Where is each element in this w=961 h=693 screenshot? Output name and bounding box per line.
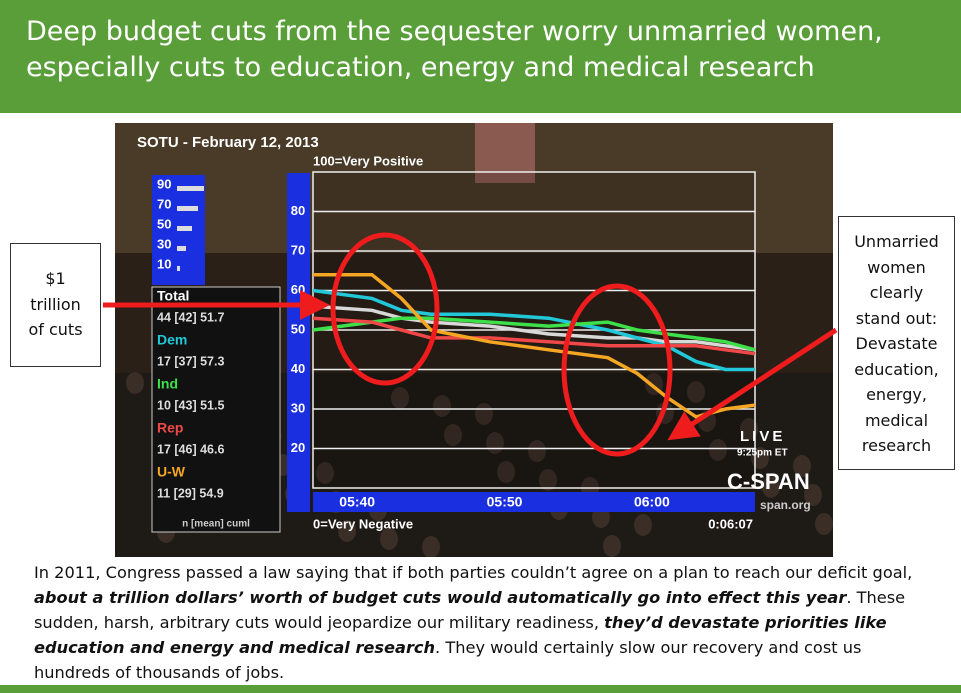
legend-name: U-W [157,464,186,480]
scale-bar [177,206,198,211]
y-tick-label: 60 [291,282,305,297]
scene [433,395,451,417]
scene [634,514,652,536]
callout-line: medical [864,410,929,430]
scale-label: 70 [157,196,171,211]
callout-line: stand out: [855,308,938,328]
scene [815,513,833,535]
legend-stats: 17 [37] 57.3 [157,354,224,368]
time-bar [313,492,755,512]
callout-line: energy, [866,385,927,404]
scale-label: 10 [157,256,171,271]
callout-line: $1 [45,269,66,288]
x-tick-label: 06:00 [634,494,670,510]
network-site: span.org [760,498,811,512]
emphasis-text: about a trillion dollars’ worth of budge… [34,588,847,607]
callout-line: of cuts [28,320,83,339]
live-badge: LIVE [740,428,785,445]
callout-line: trillion [30,294,81,314]
scene [380,528,398,550]
caption: SOTU - February 12, 2013 [137,134,319,151]
right-callout: Unmarried women clearly stand out: Devastate… [838,216,955,470]
scale-bar [177,186,204,191]
legend-stats: 44 [42] 51.7 [157,310,224,324]
scale-bottom-label: 0=Very Negative [313,516,413,531]
legend-stats: 17 [46] 46.6 [157,442,224,456]
legend-name: Dem [157,332,187,348]
y-tick-label: 50 [291,321,305,336]
scene [709,439,727,461]
y-tick-label: 70 [291,242,305,257]
callout-line: Devastate [855,334,938,353]
title-line: Deep budget cuts from the sequester worr… [26,16,883,47]
footer-bar [0,685,961,693]
live-time: 9:25pm ET [737,448,788,459]
emphasis-text: they’d devastate priorities like educati… [34,613,887,657]
scene [793,455,811,477]
y-tick-label: 40 [291,361,305,376]
scene [444,424,462,446]
scene [316,462,334,484]
legend-stats: 10 [43] 51.5 [157,398,224,412]
legend-name: Rep [157,420,183,436]
y-tick-label: 80 [291,203,305,218]
legend-footer: n [mean] cuml [182,519,250,530]
scale-label: 90 [157,176,171,191]
timecode: 0:06:07 [708,516,753,531]
network-logo: C-SPAN [727,469,810,494]
scene [115,123,833,253]
scene [762,476,780,498]
video-frame: SOTU - February 12, 2013 100=Very Positiv… [115,123,833,557]
scale-bar [177,246,186,251]
x-tick-label: 05:40 [339,494,375,510]
scale-top-label: 100=Very Positive [313,153,423,168]
axis-column [287,173,310,512]
title-line: especially cuts to education, energy and… [26,52,815,83]
scale-bar [177,226,192,231]
scene [497,461,515,483]
scene [603,535,621,557]
scale-label: 50 [157,216,171,231]
scale-bar [177,266,180,271]
scene [475,123,535,183]
legend-panel [151,286,281,533]
scene [528,440,546,462]
y-tick-label: 30 [291,400,305,415]
scale-label: 30 [157,236,171,251]
scene [126,372,144,394]
scene [338,520,356,542]
left-callout: $1 trillion of cuts [10,243,101,367]
scene [391,387,409,409]
callout-line: research [861,436,932,455]
callout-line: Unmarried [854,232,939,251]
scene [422,536,440,557]
scene [539,469,557,491]
callout-line: education, [854,359,939,379]
callout-line: clearly [869,283,924,302]
text-run: . They would certainly slow our recovery… [34,638,862,682]
legend-stats: 11 [29] 54.9 [157,486,224,500]
x-tick-label: 05:50 [487,494,523,510]
legend-name: Total [157,288,189,304]
scene [804,484,822,506]
body-text: In 2011, Congress passed a law saying th… [34,560,939,685]
text-run: In 2011, Congress passed a law saying th… [34,563,913,582]
text-run: . These sudden, harsh, arbitrary cuts wo… [34,588,906,632]
callout-line: women [867,257,926,277]
y-tick-label: 20 [291,440,305,455]
legend-name: Ind [157,376,178,392]
header: Deep budget cuts from the sequester worr… [0,0,961,113]
